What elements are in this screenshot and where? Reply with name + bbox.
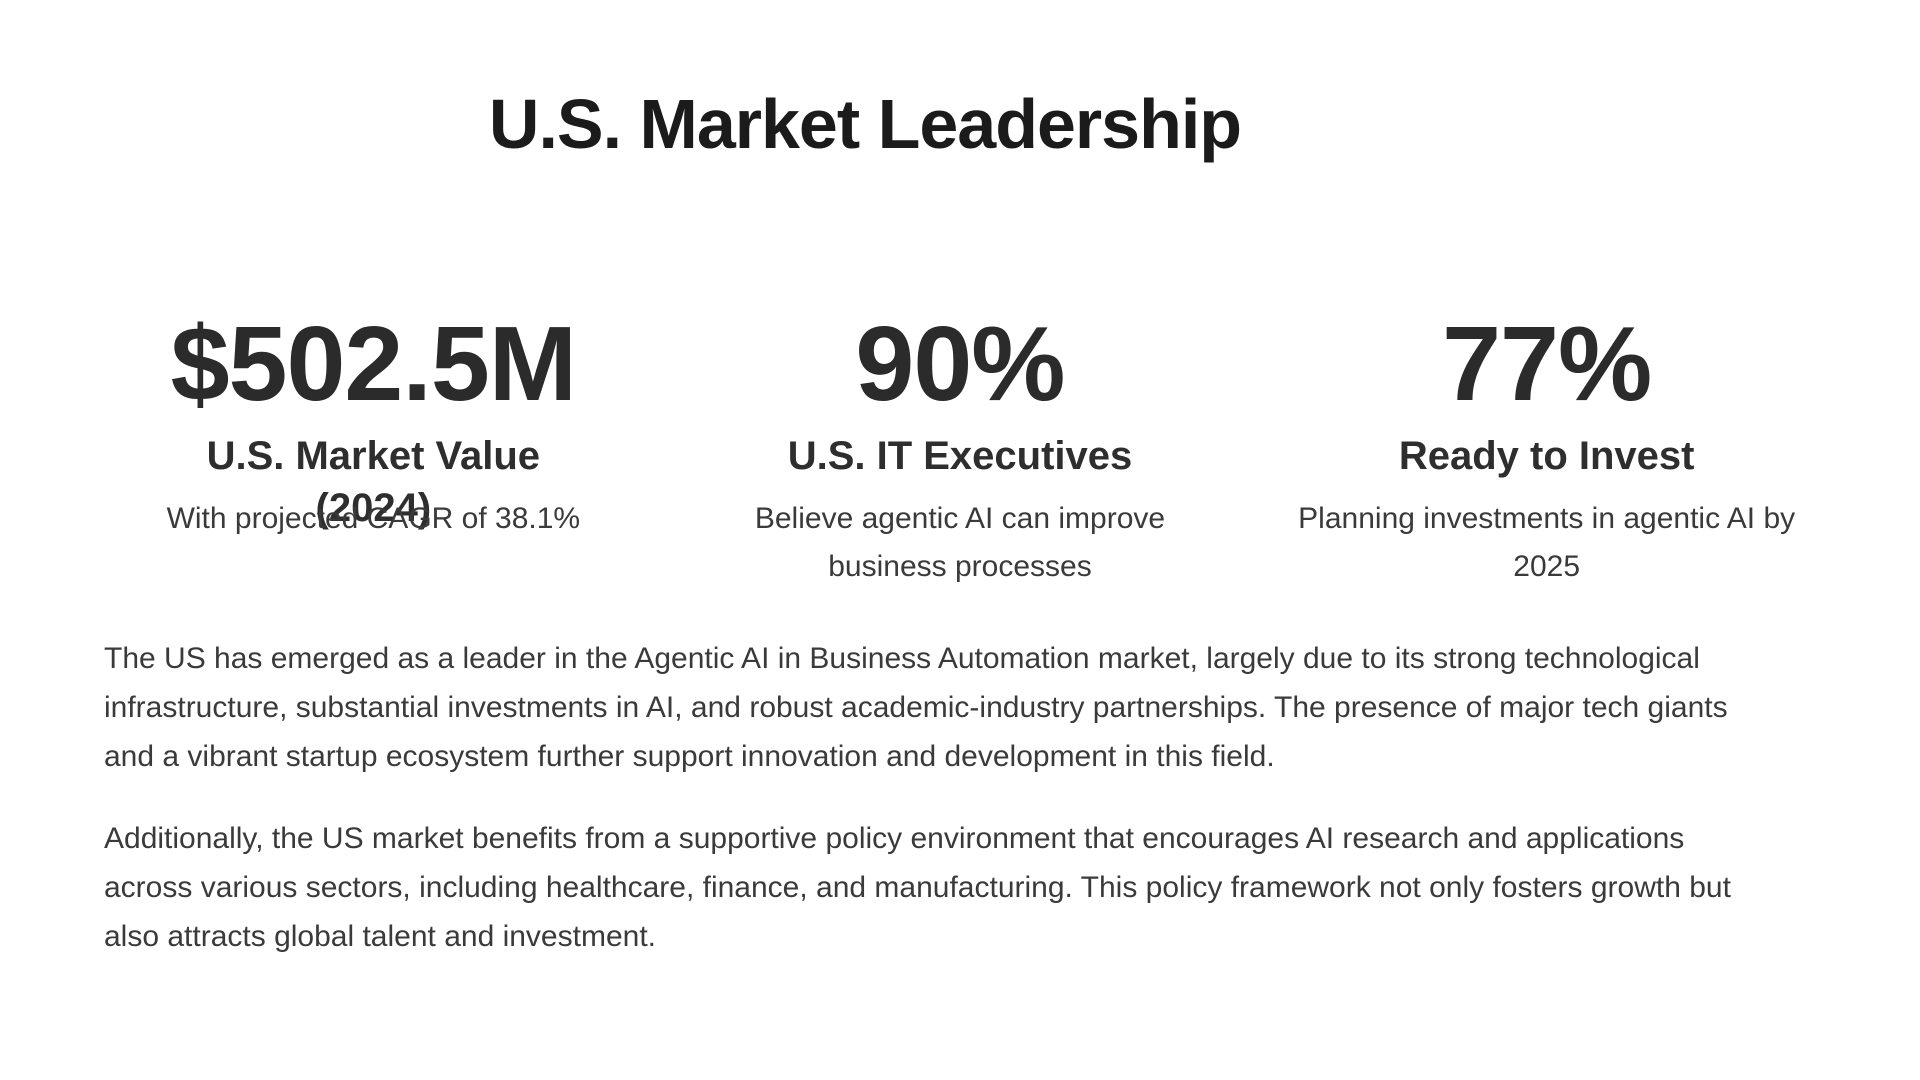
stat-market-value: $502.5M U.S. Market Value (2024) With pr… <box>80 306 667 591</box>
paragraph-line: infrastructure, substantial investments … <box>104 691 1728 724</box>
stat-market-value-label: U.S. Market Value (2024) <box>206 434 541 530</box>
paragraph-line: Additionally, the US market benefits fro… <box>104 822 1685 855</box>
stat-it-executives: 90% U.S. IT Executives Believe agentic A… <box>667 306 1254 591</box>
stats-row: $502.5M U.S. Market Value (2024) With pr… <box>0 306 1920 591</box>
stat-ready-to-invest-number: 77% <box>1442 305 1652 423</box>
page-title: U.S. Market Leadership <box>488 85 1242 163</box>
stat-ready-to-invest-description: Planning investments in agentic AI by 20… <box>1298 502 1796 583</box>
stat-ready-to-invest: 77% Ready to Invest Planning investments… <box>1253 306 1840 591</box>
stat-it-executives-number: 90% <box>855 305 1065 423</box>
stat-it-executives-description: Believe agentic AI can improve business … <box>754 502 1166 583</box>
paragraph-line: The US has emerged as a leader in the Ag… <box>104 642 1700 675</box>
paragraph-line: and a vibrant startup ecosystem further … <box>104 740 1275 773</box>
stat-market-value-description: With projected CAGR of 38.1% <box>166 502 581 535</box>
paragraph-line: across various sectors, including health… <box>104 871 1731 904</box>
slide: U.S. Market Leadership $502.5M U.S. Mark… <box>0 82 1920 1080</box>
paragraph-policy-environment: Additionally, the US market benefits fro… <box>104 814 1816 961</box>
stat-market-value-number: $502.5M <box>170 305 578 423</box>
body-text: The US has emerged as a leader in the Ag… <box>104 634 1816 961</box>
stat-it-executives-label: U.S. IT Executives <box>787 434 1133 478</box>
paragraph-market-leadership: The US has emerged as a leader in the Ag… <box>104 634 1816 781</box>
stat-ready-to-invest-label: Ready to Invest <box>1398 434 1695 478</box>
paragraph-line: also attracts global talent and investme… <box>104 920 656 953</box>
